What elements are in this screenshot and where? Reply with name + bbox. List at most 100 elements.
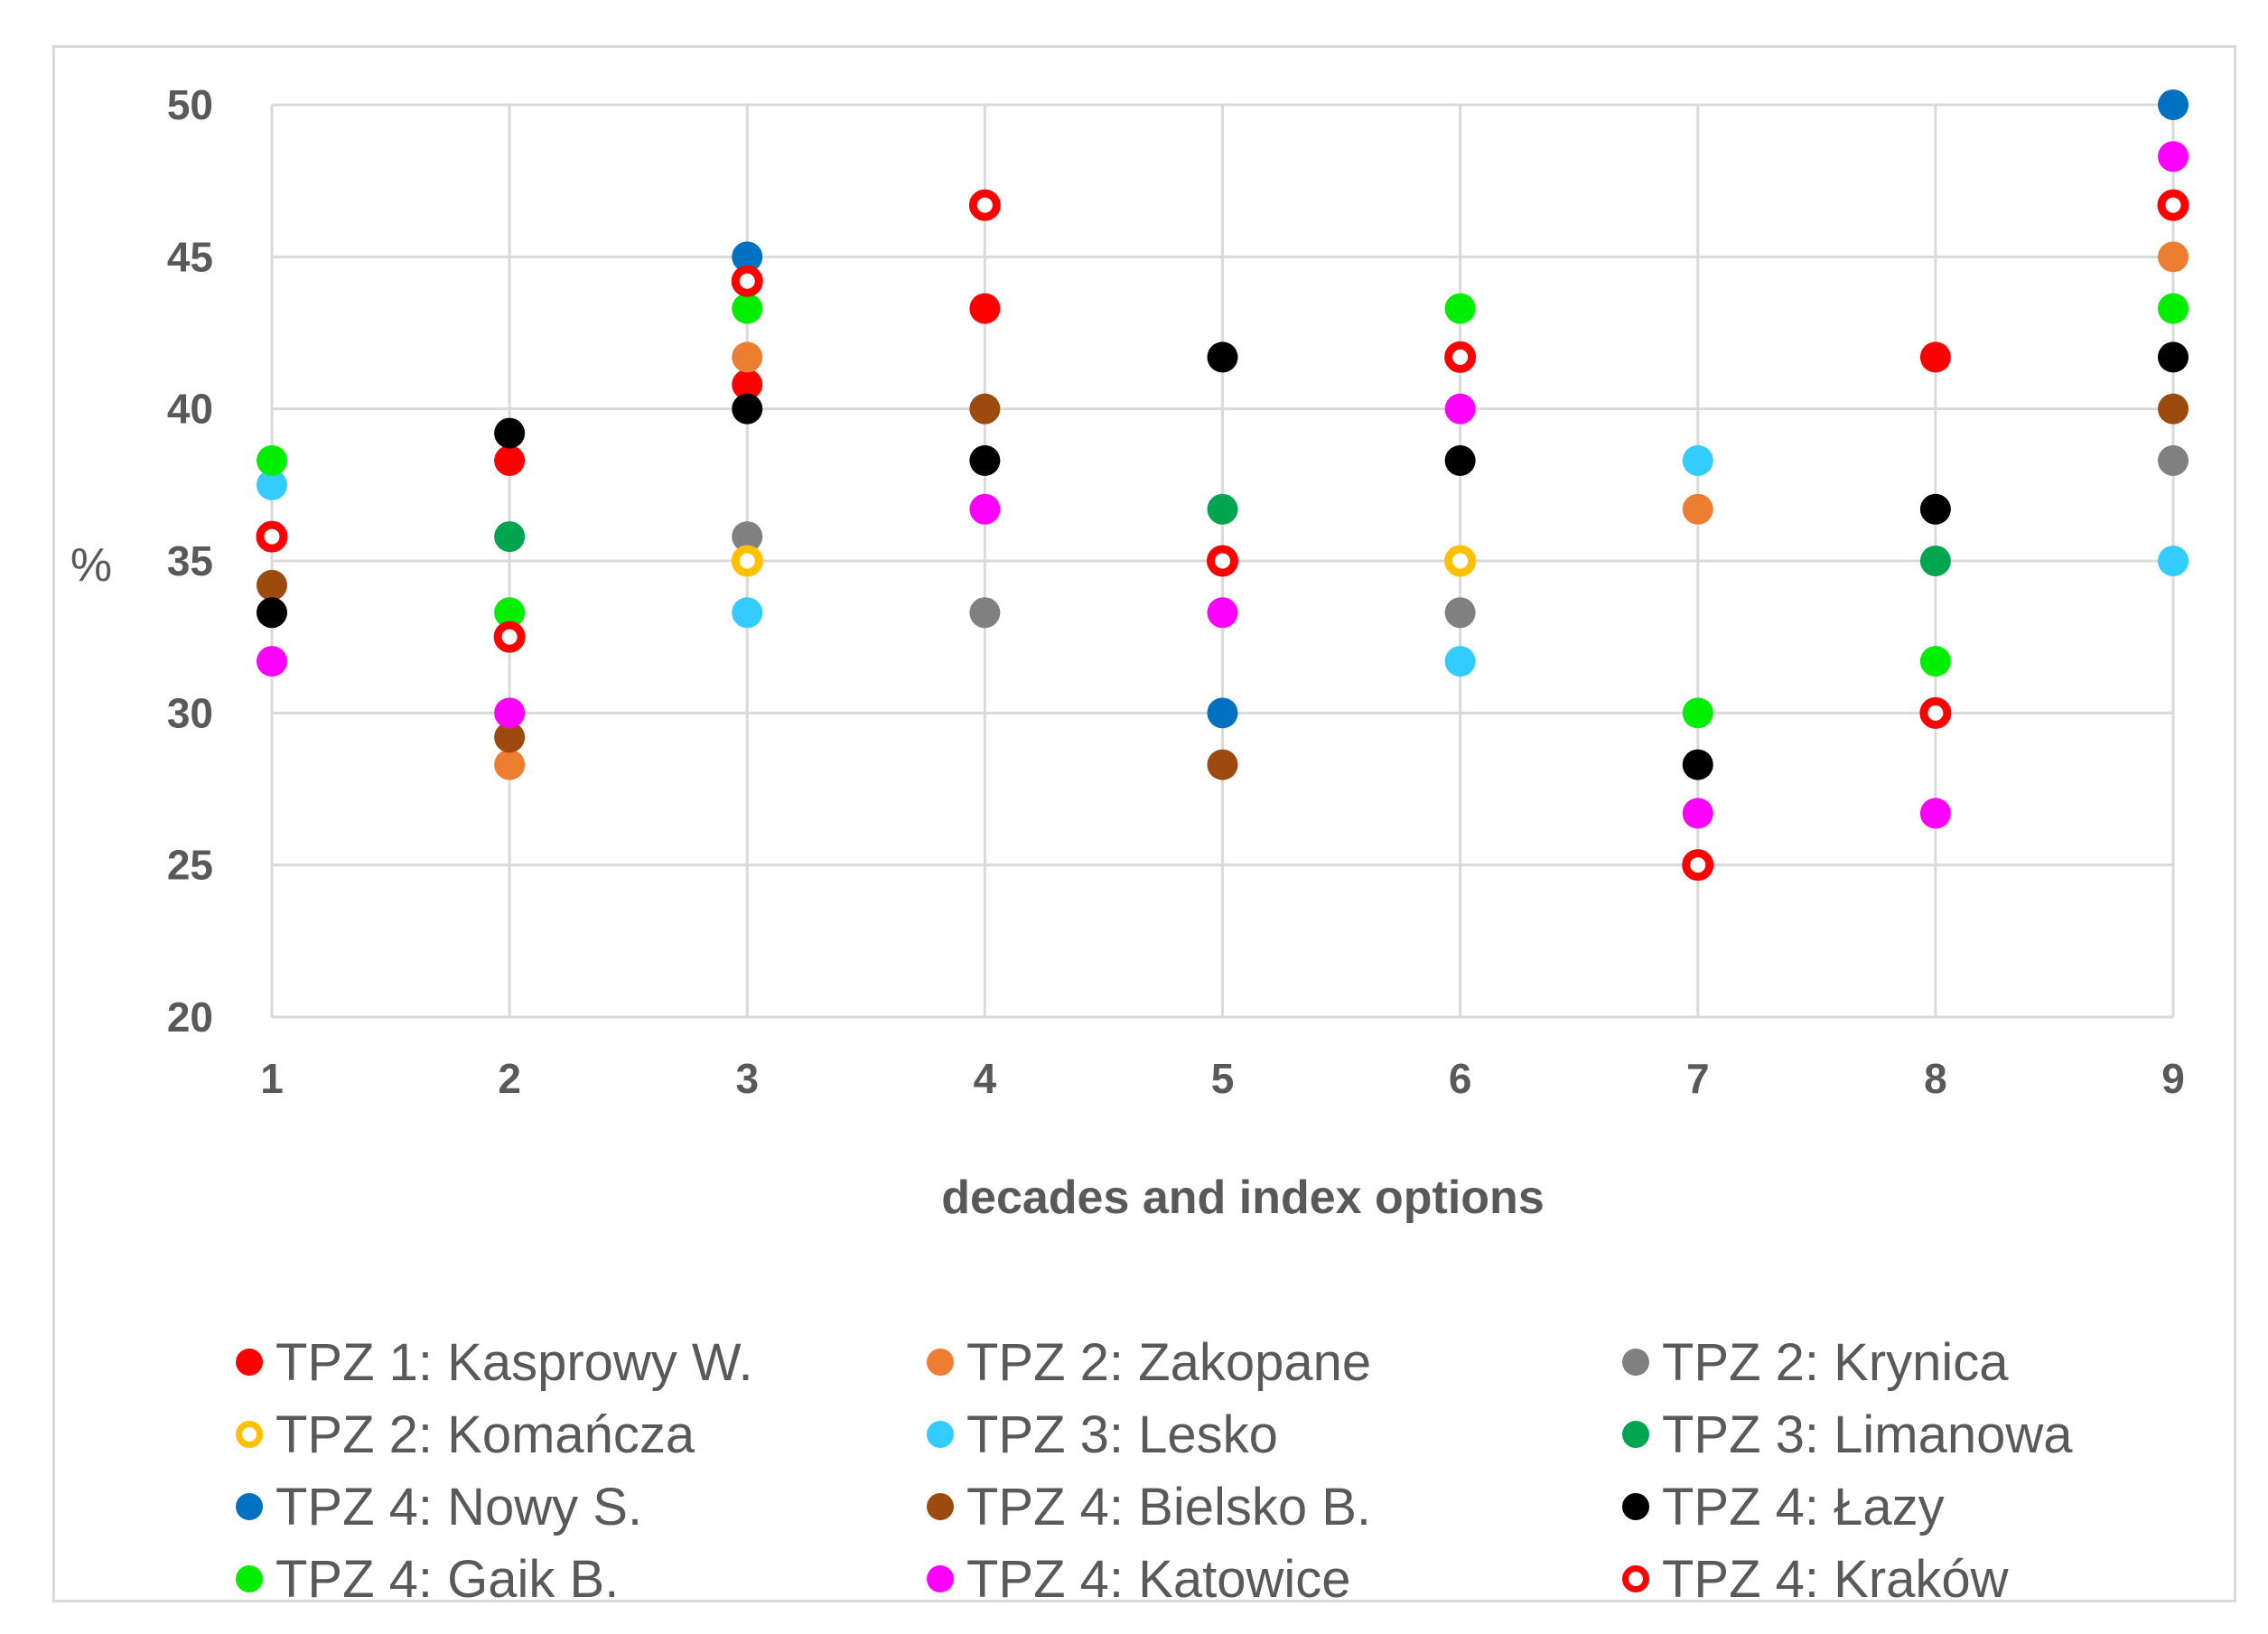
data-point <box>2157 189 2189 221</box>
data-point <box>2158 293 2189 324</box>
legend-marker-icon <box>1622 1421 1649 1448</box>
data-point <box>1444 341 1477 373</box>
y-axis-label: % <box>70 539 112 592</box>
data-point <box>969 597 1001 629</box>
data-point <box>731 545 763 577</box>
legend-item: TPZ 4: Bielsko B. <box>927 1471 1371 1543</box>
series-7 <box>257 393 2189 780</box>
data-point <box>1207 597 1238 629</box>
data-point <box>732 293 763 324</box>
series-8 <box>257 341 2189 780</box>
legend-marker-icon <box>927 1493 954 1520</box>
data-point <box>1682 493 1713 525</box>
x-axis-label: decades and index options <box>941 1172 1544 1224</box>
legend-item: TPZ 1: Kasprowy W. <box>236 1326 753 1398</box>
legend-item: TPZ 4: Kraków <box>1622 1543 2009 1615</box>
data-point <box>1919 341 1951 373</box>
data-point <box>493 621 526 653</box>
y-tick-label: 30 <box>167 689 213 736</box>
data-point <box>1919 493 1951 525</box>
series-5 <box>494 493 1951 576</box>
legend-marker-icon <box>236 1493 263 1520</box>
data-point <box>969 393 1001 425</box>
legend-label: TPZ 2: Zakopane <box>966 1332 1372 1392</box>
data-point <box>256 520 288 553</box>
x-axis-ticks: 1 2 3 4 5 6 7 8 9 <box>260 1055 2185 1102</box>
series-4 <box>257 444 2189 677</box>
data-point <box>1444 646 1476 677</box>
data-point <box>969 444 1001 476</box>
legend-item: TPZ 2: Komańcza <box>236 1398 695 1471</box>
series-11 <box>256 189 2189 882</box>
data-point <box>257 444 287 476</box>
data-point <box>2158 241 2189 273</box>
data-point <box>1682 749 1713 780</box>
x-tick-label: 7 <box>1686 1055 1710 1102</box>
legend-marker-icon <box>927 1565 954 1592</box>
legend-item: TPZ 2: Krynica <box>1622 1326 2009 1398</box>
x-tick-label: 8 <box>1924 1055 1947 1102</box>
data-points <box>256 89 2189 882</box>
data-point <box>732 393 763 425</box>
data-point <box>732 521 763 553</box>
y-tick-label: 50 <box>167 81 213 128</box>
data-point <box>257 569 287 601</box>
data-point <box>969 293 1001 324</box>
data-point <box>1207 493 1238 525</box>
data-point <box>731 265 763 297</box>
y-tick-label: 35 <box>167 537 213 584</box>
data-point <box>257 646 287 677</box>
data-point <box>1444 393 1476 425</box>
data-point <box>1919 696 1952 729</box>
legend-marker-icon <box>236 1421 263 1448</box>
data-point <box>2158 546 2189 576</box>
data-point <box>732 241 763 273</box>
y-tick-label: 25 <box>167 842 213 889</box>
legend-item: TPZ 3: Limanowa <box>1622 1398 2073 1471</box>
data-point <box>2158 444 2189 476</box>
x-tick-label: 1 <box>260 1055 284 1102</box>
x-tick-label: 9 <box>2161 1055 2185 1102</box>
series-6 <box>732 89 2189 729</box>
legend-label: TPZ 4: Nowy S. <box>275 1477 643 1536</box>
data-point <box>494 697 526 729</box>
legend-label: TPZ 4: Gaik B. <box>275 1549 620 1609</box>
data-point <box>968 189 1001 221</box>
legend-marker-icon <box>927 1421 954 1448</box>
legend-item: TPZ 4: Katowice <box>927 1543 1350 1615</box>
legend-item: TPZ 2: Zakopane <box>927 1326 1371 1398</box>
series-9 <box>257 293 2189 729</box>
data-point <box>1207 749 1238 780</box>
data-point <box>494 521 526 553</box>
data-point <box>494 444 526 476</box>
y-tick-label: 40 <box>167 386 213 433</box>
legend-item: TPZ 4: Nowy S. <box>236 1471 642 1543</box>
legend-label: TPZ 4: Kraków <box>1662 1549 2009 1609</box>
x-tick-label: 6 <box>1449 1055 1472 1102</box>
legend-marker-icon <box>927 1349 954 1376</box>
x-tick-label: 3 <box>735 1055 759 1102</box>
data-point <box>1444 444 1476 476</box>
legend-label: TPZ 2: Komańcza <box>275 1405 695 1464</box>
data-point <box>494 749 526 780</box>
series-1 <box>494 241 2189 780</box>
data-point <box>1919 646 1951 677</box>
legend-label: TPZ 4: Łazy <box>1662 1477 1945 1536</box>
data-point <box>732 341 763 373</box>
data-point <box>1919 798 1951 829</box>
legend-label: TPZ 4: Katowice <box>966 1549 1351 1609</box>
data-point <box>1682 697 1713 729</box>
data-point <box>494 597 526 629</box>
data-point <box>2158 393 2189 425</box>
data-point <box>732 597 763 629</box>
data-point <box>1682 849 1714 882</box>
data-point <box>2158 89 2189 120</box>
data-point <box>1444 597 1476 629</box>
data-point <box>1682 444 1713 476</box>
legend-label: TPZ 1: Kasprowy W. <box>275 1332 753 1392</box>
legend-marker-icon <box>1622 1349 1649 1376</box>
data-point <box>1207 545 1238 577</box>
legend-item: TPZ 4: Łazy <box>1622 1471 1945 1543</box>
legend-label: TPZ 4: Bielsko B. <box>966 1477 1372 1536</box>
